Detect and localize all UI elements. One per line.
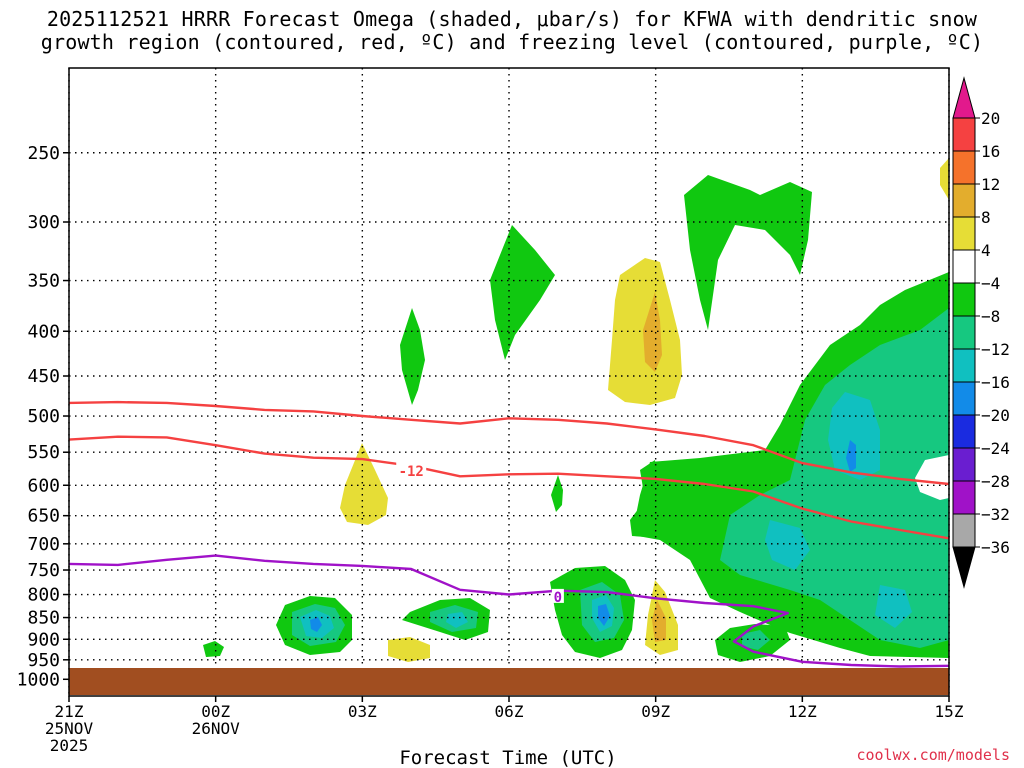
colorbar-label-0: 20 (981, 109, 1000, 128)
y-tick-label-300: 300 (27, 212, 60, 233)
x-tick-label-2-0: 03Z (348, 702, 377, 721)
x-tick-label-5-0: 12Z (788, 702, 817, 721)
omega-region-minus8-blob-1 (684, 175, 812, 330)
y-tick-label-450: 450 (27, 366, 60, 387)
y-tick-label-350: 350 (27, 271, 60, 292)
y-tick-label-950: 950 (27, 650, 60, 671)
y-tick-label-600: 600 (27, 475, 60, 496)
colorbar-box-5 (952, 282, 976, 317)
colorbar-box-2 (952, 183, 976, 218)
contour-dgz_lower (69, 435, 949, 540)
omega-region-plus4-bottom (388, 637, 430, 662)
x-tick-label-6-0: 15Z (935, 702, 964, 721)
contour-freezing_level (69, 554, 949, 668)
colorbar-label-1: 16 (981, 142, 1000, 161)
y-tick-label-700: 700 (27, 534, 60, 555)
omega-region-minus8-blob-4 (551, 475, 563, 512)
contour-label-bg-dgz (396, 462, 427, 479)
contour-dgz_upper (69, 400, 949, 486)
x-tick-label-0-2: 2025 (50, 736, 89, 755)
colorbar-label-2: 12 (981, 175, 1000, 194)
contour-layer: -12 0 (69, 400, 949, 668)
y-tick-label-550: 550 (27, 442, 60, 463)
colorbar-box-12 (952, 513, 976, 548)
colorbar-label-10: −24 (981, 439, 1010, 458)
omega-region-minus16-mid (765, 520, 810, 570)
x-tick-label-1-1: 26NOV (192, 719, 241, 738)
contour-label-bg-freezing (551, 588, 564, 603)
y-tick-label-650: 650 (27, 506, 60, 527)
x-tick-label-3-0: 06Z (495, 702, 524, 721)
colorbar-box-11 (952, 480, 976, 515)
x-tick-label-0-1: 25NOV (45, 719, 94, 738)
omega-region-minus16-upper (828, 392, 880, 480)
contour-label-dgz: -12 (399, 464, 424, 480)
omega-region-plus8-low (652, 600, 666, 642)
colorbar-label-11: −28 (981, 472, 1010, 491)
omega-region-plus4-corner (940, 158, 949, 200)
colorbar-bottom-arrow (952, 546, 976, 589)
colorbar-box-9 (952, 414, 976, 449)
colorbar-box-6 (952, 315, 976, 350)
colorbar-box-0 (952, 117, 976, 152)
colorbar-box-4 (952, 249, 976, 284)
ground-surface (69, 668, 949, 695)
colorbar-label-13: −36 (981, 538, 1010, 557)
y-tick-label-750: 750 (27, 560, 60, 581)
omega-region-minus8-left-of-nine (630, 460, 660, 538)
colorbar-label-3: 8 (981, 208, 991, 227)
y-tick-label-1000: 1000 (17, 669, 60, 690)
omega-region-plus4-mid (340, 443, 388, 525)
colorbar-box-7 (952, 348, 976, 383)
contour-label-freezing: 0 (554, 590, 562, 606)
colorbar-label-6: −8 (981, 307, 1000, 326)
chart-title-line-1: 2025112521 HRRR Forecast Omega (shaded, … (46, 7, 978, 31)
colorbar-box-8 (952, 381, 976, 416)
y-tick-label-400: 400 (27, 321, 60, 342)
omega-region-minus16-low-2 (446, 612, 468, 628)
x-tick-label-1-0: 00Z (201, 702, 230, 721)
colorbar-label-12: −32 (981, 505, 1010, 524)
omega-region-minus16-low (875, 585, 912, 628)
y-tick-label-800: 800 (27, 585, 60, 606)
omega-region-minus20-upper (846, 440, 856, 472)
omega-region-minus8-blob-3 (400, 308, 425, 405)
colorbar-label-4: 4 (981, 241, 991, 260)
omega-region-minus8-low-5 (203, 641, 224, 657)
colorbar-box-1 (952, 150, 976, 185)
chart-title: 2025112521 HRRR Forecast Omega (shaded, … (0, 8, 1024, 54)
credit-text: coolwx.com/models (856, 746, 1010, 764)
colorbar-label-7: −12 (981, 340, 1010, 359)
y-tick-label-250: 250 (27, 143, 60, 164)
omega-region-minus20-low-3 (598, 604, 610, 626)
omega-region-plus8-upper (643, 292, 662, 372)
x-tick-label-4-0: 09Z (641, 702, 670, 721)
chart-title-line-2: growth region (contoured, red, ºC) and f… (40, 30, 984, 54)
colorbar-label-9: −20 (981, 406, 1010, 425)
omega-region-minus20-low-1 (310, 617, 322, 632)
colorbar: 20 16 12 8 4 −4 −8 −12 −16 −20 −24 −28 −32 −36 (952, 76, 1010, 589)
y-axis: 2503003504004505005506006507007508008509… (17, 143, 69, 690)
y-tick-label-850: 850 (27, 608, 60, 629)
y-tick-label-500: 500 (27, 406, 60, 427)
omega-region-minus8-blob-2 (490, 225, 555, 360)
colorbar-label-5: −4 (981, 274, 1000, 293)
omega-region-minus12 (720, 308, 949, 648)
y-tick-label-900: 900 (27, 629, 60, 650)
x-axis-label: Forecast Time (UTC) (399, 747, 616, 768)
colorbar-label-8: −16 (981, 373, 1010, 392)
colorbar-box-10 (952, 447, 976, 482)
omega-region-white-hole (915, 455, 949, 500)
colorbar-top-arrow (952, 76, 976, 119)
omega-shading-layer (203, 158, 949, 662)
colorbar-box-3 (952, 216, 976, 251)
x-tick-label-0-0: 21Z (55, 702, 84, 721)
omega-region-minus12-low-4 (742, 630, 770, 650)
